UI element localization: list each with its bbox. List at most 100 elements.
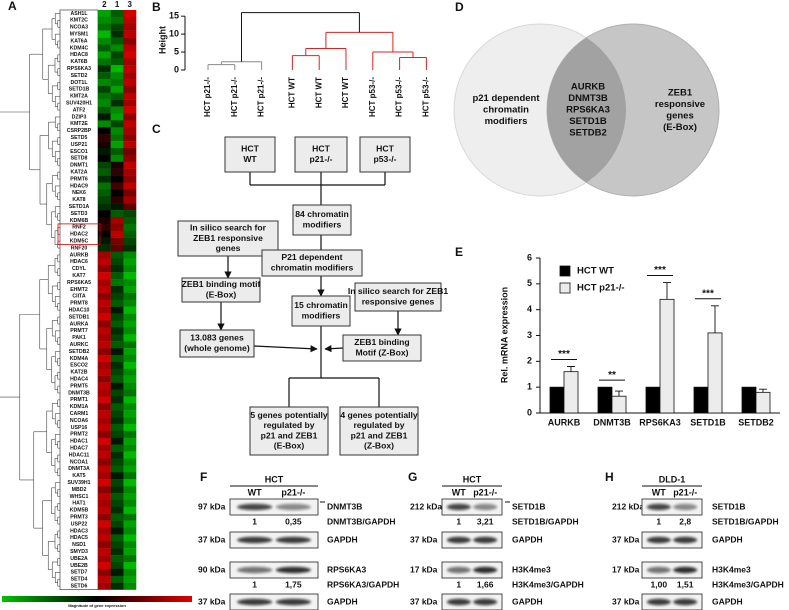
heatmap-cell	[123, 341, 137, 349]
leaf-label: HCT p21-/-	[230, 77, 239, 117]
flow-text: (E-Box)	[274, 441, 305, 451]
heatmap-cell	[110, 451, 124, 459]
heatmap-cell	[98, 258, 111, 266]
kda-label: 37 kDa	[612, 534, 640, 544]
gene-label: PAK1	[72, 335, 86, 341]
heatmap-cell	[110, 141, 124, 149]
gene-label: KDM4A	[70, 356, 89, 362]
x-tick-label: RPS6KA3	[639, 417, 681, 427]
heatmap-cell	[110, 575, 124, 583]
heatmap-cell	[123, 92, 137, 100]
gene-label: WHSC1	[70, 494, 89, 500]
heatmap-cell	[110, 37, 124, 45]
panel-label: D	[455, 0, 464, 14]
heatmap-cell	[110, 203, 124, 211]
heatmap-cell	[123, 472, 137, 480]
ratio-value: 3,21	[477, 516, 494, 526]
flow-text: (Z-Box)	[364, 441, 394, 451]
band	[237, 503, 273, 511]
heatmap-cell	[110, 134, 124, 142]
heatmap-cell	[123, 327, 137, 335]
panel-label: E	[455, 245, 463, 259]
flow-box	[179, 329, 255, 358]
flow-text: 4 genes potentially	[340, 410, 418, 420]
blot-frame	[229, 561, 319, 579]
ratio-label: SETD1B/GAPDH	[512, 516, 579, 526]
ratio-value: 1,66	[477, 579, 494, 589]
heatmap-cell	[98, 562, 111, 570]
heatmap-cell	[110, 320, 124, 328]
heatmap-cell	[123, 141, 137, 149]
heatmap-cell	[98, 65, 111, 73]
heatmap-cell	[123, 410, 137, 418]
heatmap-cell	[123, 251, 137, 259]
heatmap-cell	[110, 424, 124, 432]
error-bar	[759, 388, 767, 393]
panel-label: A	[8, 0, 17, 13]
heatmap-cell	[110, 582, 124, 590]
band	[275, 536, 311, 544]
heatmap-cell	[110, 189, 124, 197]
ratio-value: 1	[456, 516, 461, 526]
heatmap-cell	[98, 534, 111, 542]
ratio-value: 1	[456, 579, 461, 589]
heatmap-cell	[98, 23, 111, 31]
error-bar	[567, 366, 575, 372]
gene-label: MBD2	[72, 487, 87, 493]
heatmap-cell	[123, 582, 137, 590]
heatmap-cell	[123, 506, 137, 514]
flow-text: In silico search for ZEB1	[348, 286, 449, 296]
heatmap-cell	[123, 493, 137, 501]
kda-label: 37 kDa	[612, 596, 640, 606]
blot-frame	[441, 593, 503, 610]
heatmap-cell	[98, 85, 111, 93]
heatmap-cell	[98, 182, 111, 190]
heatmap-cell	[110, 51, 124, 59]
heatmap-cell	[123, 134, 137, 142]
gene-label: SETDB2	[69, 349, 90, 355]
significance-label: **	[608, 370, 616, 381]
gene-label: USP16	[71, 425, 88, 431]
gene-label: SMYD3	[70, 549, 88, 555]
heatmap-cell	[110, 520, 124, 528]
gene-label: DOT1L	[70, 80, 88, 86]
heatmap-cell	[98, 479, 111, 487]
heatmap-cell	[98, 292, 111, 300]
heatmap-cell	[110, 79, 124, 87]
gene-label: HDAC7	[70, 446, 88, 452]
heatmap-cell	[123, 299, 137, 307]
gene-label: DZIP3	[72, 114, 87, 120]
blot-frame	[441, 531, 503, 549]
heatmap-cell	[110, 44, 124, 52]
heatmap-cell	[98, 430, 111, 438]
bar	[611, 395, 627, 414]
flow-text: regulated by	[353, 420, 404, 430]
heatmap-cell	[110, 258, 124, 266]
ratio-label: H3K4me3/GAPDH	[512, 579, 584, 589]
flow-text: responsive genes	[362, 296, 435, 306]
gene-label: KAT2B	[71, 370, 88, 376]
heatmap-cell	[98, 520, 111, 528]
significance-label: ***	[558, 349, 570, 360]
flow-box	[249, 406, 329, 456]
heatmap-cell	[123, 375, 137, 383]
blot-title: HCT	[265, 474, 284, 484]
heatmap-cell	[110, 375, 124, 383]
heatmap-cell	[98, 306, 111, 314]
y-tick-label: 6	[527, 252, 532, 262]
gene-label: KMT2E	[70, 121, 88, 127]
heatmap-cell	[110, 486, 124, 494]
venn-text: modifiers	[485, 116, 528, 127]
heatmap-cell	[123, 65, 137, 73]
leaf-label: HCT p53-/-	[422, 77, 431, 117]
heatmap-cell	[98, 106, 111, 114]
flow-text: HCT	[312, 144, 330, 154]
heatmap-cell	[98, 437, 111, 445]
bar	[693, 386, 709, 414]
heatmap-cell	[123, 272, 137, 280]
flow-text: p21 and ZEB1	[261, 430, 318, 440]
gene-label: KDM5C	[70, 239, 89, 245]
flow-text: 84 chromatin	[295, 209, 349, 219]
heatmap-cell	[110, 368, 124, 376]
heatmap-cell	[110, 306, 124, 314]
